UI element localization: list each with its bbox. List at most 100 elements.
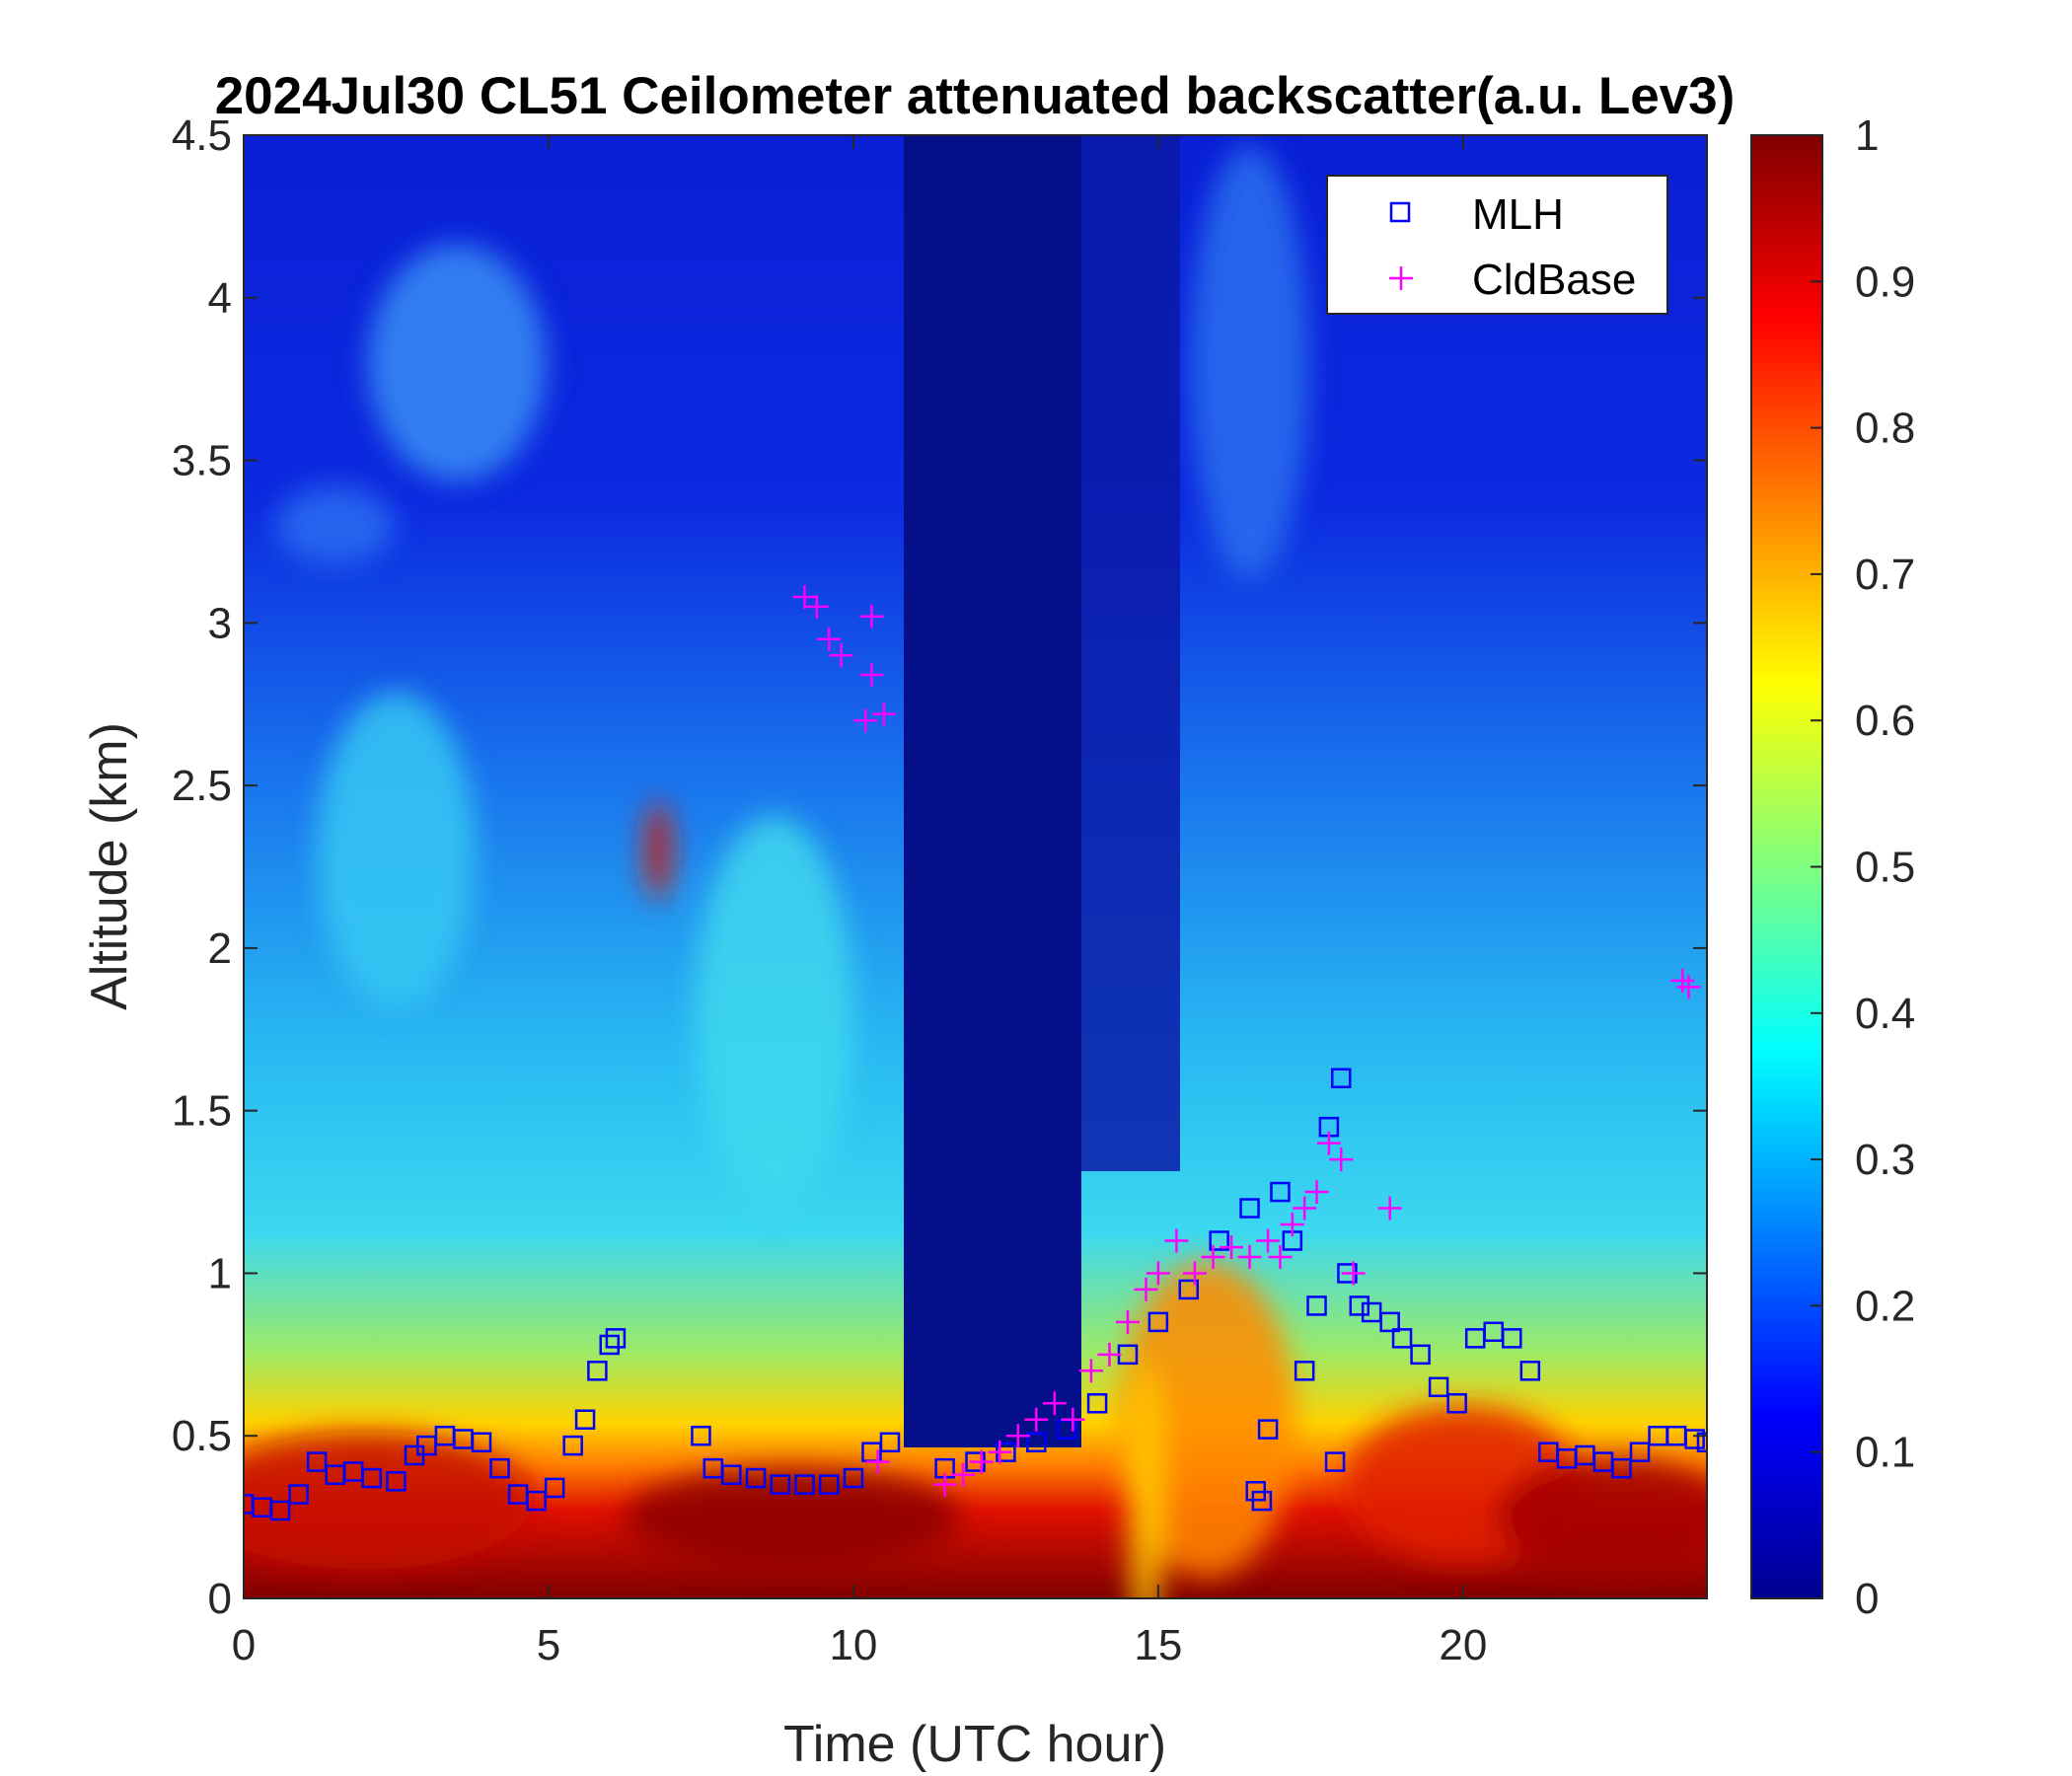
mlh-point <box>794 1474 815 1495</box>
cldbase-point <box>829 643 853 668</box>
legend-mlh-label: MLH <box>1472 190 1564 239</box>
y-tick-label: 1 <box>208 1249 232 1297</box>
colorbar-tick-label: 0.1 <box>1855 1429 1915 1477</box>
colorbar: 0 0.1 0.2 0.3 0.4 0.5 0.6 0.7 0.8 0.9 1 <box>1750 111 1915 1623</box>
colorbar-tick-label: 0.9 <box>1855 258 1915 306</box>
colorbar-tick-label: 1 <box>1855 111 1879 160</box>
mlh-point <box>1684 1429 1705 1449</box>
mlh-point <box>587 1361 608 1381</box>
mlh-point <box>879 1432 901 1453</box>
mlh-point <box>1178 1279 1200 1300</box>
mlh-point <box>1611 1457 1632 1479</box>
x-tick-label: 20 <box>1439 1621 1487 1669</box>
cldbase-point <box>1237 1244 1262 1269</box>
backscatter-feature <box>625 1467 961 1567</box>
colorbar-tick-label: 0.7 <box>1855 551 1915 599</box>
marker-layer <box>244 584 1707 1521</box>
cldbase-point <box>1316 1131 1341 1155</box>
cldbase-point <box>1097 1342 1122 1367</box>
x-tick-label: 15 <box>1134 1621 1182 1669</box>
mlh-point <box>691 1425 711 1446</box>
y-tick-label: 0.5 <box>172 1412 232 1460</box>
colorbar-tick-label: 0.5 <box>1855 844 1915 892</box>
mlh-point <box>386 1471 407 1492</box>
mlh-point <box>306 1451 328 1472</box>
cldbase-point <box>1146 1261 1170 1286</box>
mlh-point <box>1331 1068 1352 1088</box>
chart-title: 2024Jul30 CL51 Ceilometer attenuated bac… <box>215 67 1736 125</box>
cldbase-point <box>1078 1359 1103 1383</box>
x-axis: 0 5 10 15 20 <box>232 135 1487 1669</box>
backscatter-feature <box>368 244 547 481</box>
cldbase-point <box>1676 975 1701 999</box>
x-tick-label: 10 <box>829 1621 877 1669</box>
mlh-point <box>1446 1393 1467 1414</box>
mlh-point <box>1349 1295 1370 1316</box>
cldbase-point <box>792 584 817 609</box>
cldbase-point <box>932 1472 957 1497</box>
legend-box <box>1326 175 1668 315</box>
y-tick-label: 1.5 <box>172 1087 232 1136</box>
cldbase-point <box>1024 1407 1049 1432</box>
plot-area <box>244 135 1707 1598</box>
cldbase-point <box>859 604 884 629</box>
legend-cldbase-label: CldBase <box>1472 256 1636 304</box>
cldbase-point <box>1670 968 1695 993</box>
colorbar-tick-label: 0.3 <box>1855 1136 1915 1184</box>
cldbase-point <box>1304 1180 1329 1205</box>
dark-band-upper <box>1081 135 1180 1171</box>
cldbase-point <box>1201 1244 1225 1269</box>
mlh-point <box>574 1409 596 1430</box>
backscatter-features <box>244 145 1707 1598</box>
y-tick-label: 2 <box>208 925 232 973</box>
y-axis: 0 0.5 1 1.5 2 2.5 3 3.5 4 4.5 <box>172 111 1707 1623</box>
y-tick-label: 0 <box>208 1575 232 1623</box>
cldbase-point <box>865 1449 890 1474</box>
backscatter-feature <box>1190 145 1309 580</box>
cldbase-point <box>951 1462 976 1487</box>
mlh-point <box>818 1474 840 1495</box>
mlh-point <box>721 1464 742 1486</box>
cldbase-point <box>1256 1228 1281 1253</box>
cldbase-point <box>853 708 878 733</box>
cldbase-point <box>1220 1235 1244 1260</box>
backscatter-feature <box>244 1432 534 1571</box>
y-tick-label: 4 <box>208 274 232 323</box>
mlh-point <box>605 1328 627 1349</box>
x-tick-label: 5 <box>537 1621 560 1669</box>
cldbase-point <box>1005 1424 1030 1448</box>
legend-cldbase-marker <box>1389 266 1413 290</box>
cldbase-point <box>1268 1244 1293 1269</box>
cldbase-point <box>1061 1407 1085 1432</box>
cldbase-point <box>969 1449 994 1474</box>
backscatter-feature <box>1497 1457 1707 1577</box>
mlh-point <box>1209 1230 1229 1251</box>
mlh-point <box>1519 1361 1541 1381</box>
cldbase-point <box>804 594 829 619</box>
mlh-point <box>1026 1432 1047 1453</box>
plot-frame <box>243 134 1708 1599</box>
backscatter-feature <box>1128 1363 1164 1598</box>
mlh-point <box>526 1490 547 1512</box>
mlh-point <box>745 1467 767 1489</box>
mlh-point <box>599 1334 620 1356</box>
mlh-point <box>1257 1419 1279 1440</box>
mlh-point <box>1294 1361 1315 1381</box>
mlh-point <box>361 1467 383 1489</box>
cldbase-point <box>871 702 896 726</box>
cldbase-point <box>1280 1213 1304 1237</box>
legend-mlh-marker <box>1389 201 1411 223</box>
cldbase-point <box>1115 1309 1140 1334</box>
mlh-point <box>1147 1311 1169 1333</box>
cldbase-point <box>1134 1277 1158 1301</box>
mlh-point <box>544 1477 565 1499</box>
y-tick-label: 2.5 <box>172 762 232 810</box>
colorbar-tick-label: 0.2 <box>1855 1282 1915 1330</box>
colorbar-ticks: 0 0.1 0.2 0.3 0.4 0.5 0.6 0.7 0.8 0.9 1 <box>1811 111 1915 1623</box>
mlh-point <box>562 1435 583 1456</box>
backscatter-feature <box>644 801 673 901</box>
mlh-point <box>1239 1198 1260 1219</box>
mlh-point <box>1502 1328 1522 1349</box>
cldbase-point <box>1329 1147 1354 1172</box>
mlh-point <box>1251 1490 1273 1512</box>
